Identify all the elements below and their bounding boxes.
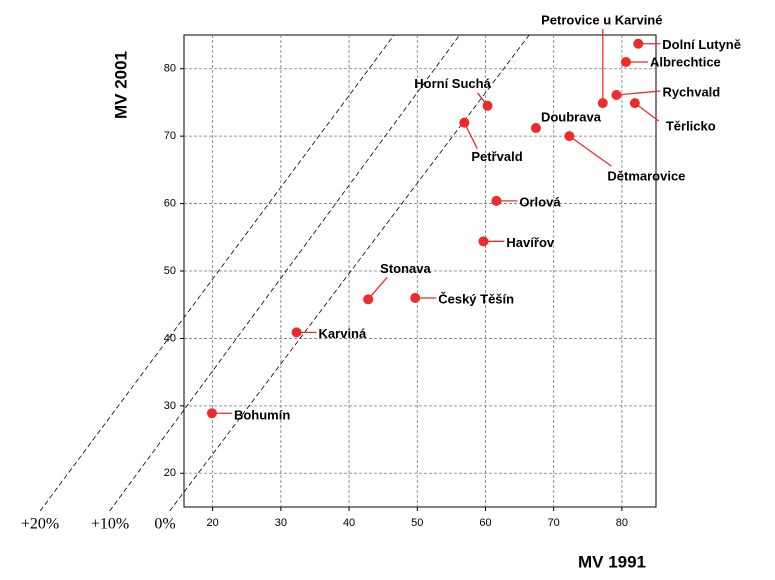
x-tick-label: 70 [548, 517, 560, 529]
y-axis-title: MV 2001 [111, 51, 130, 119]
y-tick-label: 70 [164, 130, 176, 142]
point-label: Dětmarovice [607, 169, 685, 184]
point-label: Dolní Lutyně [662, 37, 741, 52]
point [459, 117, 470, 128]
point [564, 131, 575, 142]
point [410, 292, 421, 303]
x-tick-label: 80 [616, 517, 628, 529]
y-tick-label: 20 [164, 467, 176, 479]
point [363, 294, 374, 305]
point-label: Rychvald [662, 84, 720, 99]
x-tick-label: 20 [207, 517, 219, 529]
point [482, 100, 493, 111]
x-tick-label: 30 [275, 517, 287, 529]
reference-label: +10% [91, 516, 129, 533]
point [611, 90, 622, 101]
y-tick-label: 60 [164, 197, 176, 209]
point [629, 98, 640, 109]
point-label: Karviná [319, 326, 367, 341]
point-label: Havířov [506, 235, 554, 250]
point-label: Stonava [380, 261, 431, 276]
point-label: Orlová [519, 194, 561, 209]
point [206, 408, 217, 419]
y-tick-label: 80 [164, 63, 176, 75]
point [597, 98, 608, 109]
reference-line [109, 34, 460, 512]
point-label: Petrovice u Karviné [541, 13, 662, 28]
x-tick-label: 40 [343, 517, 355, 529]
point-label: Petřvald [471, 149, 522, 164]
point [291, 327, 302, 338]
point-label: Albrechtice [650, 54, 721, 69]
point [633, 38, 644, 49]
x-axis-title: MV 1991 [578, 552, 646, 571]
point-label: Český Těšín [438, 291, 514, 306]
reference-line [39, 34, 395, 512]
y-tick-label: 40 [164, 332, 176, 344]
reference-label: 0% [154, 516, 175, 533]
x-tick-label: 60 [479, 517, 491, 529]
point-label: Doubrava [541, 109, 602, 124]
x-tick-label: 50 [411, 517, 423, 529]
label-connector [568, 135, 612, 167]
label-connector [616, 90, 661, 96]
reference-line [169, 34, 530, 512]
y-tick-label: 50 [164, 265, 176, 277]
y-tick-label: 30 [164, 400, 176, 412]
point [620, 56, 631, 67]
point-label: Těrlicko [666, 119, 716, 134]
point [530, 123, 541, 134]
point [491, 195, 502, 206]
reference-label: +20% [21, 516, 59, 533]
point-label: Bohumín [234, 408, 290, 423]
point [478, 236, 489, 247]
point-label: Horní Suchá [414, 76, 491, 91]
